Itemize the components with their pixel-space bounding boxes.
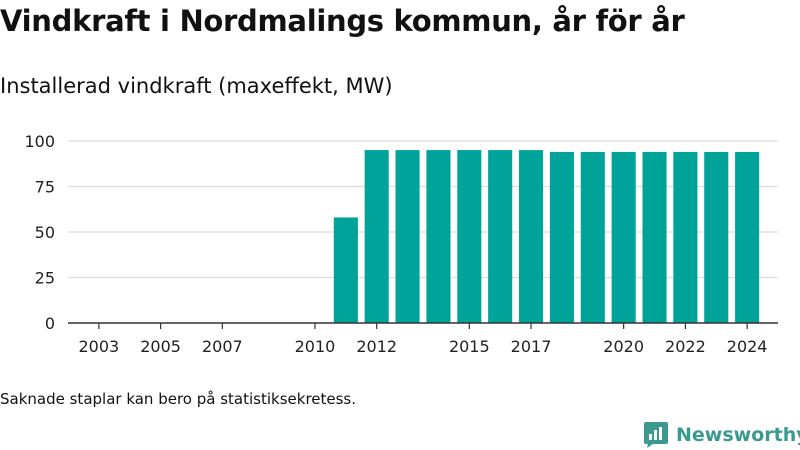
bar-2013	[395, 150, 420, 323]
footnote: Saknade staplar kan bero på statistiksek…	[0, 390, 357, 408]
chart-subtitle: Installerad vindkraft (maxeffekt, MW)	[0, 74, 393, 98]
bar-2011	[333, 217, 358, 323]
x-tick-label: 2022	[665, 337, 706, 356]
y-tick-label: 0	[45, 314, 55, 333]
x-tick-label: 2012	[356, 337, 397, 356]
chart-title: Vindkraft i Nordmalings kommun, år för å…	[0, 4, 685, 38]
bar-2018	[549, 151, 574, 323]
x-tick-label: 2010	[295, 337, 336, 356]
bar-2016	[488, 150, 513, 323]
bar-2024	[735, 151, 760, 323]
bar-2012	[364, 150, 389, 323]
x-tick-label: 2017	[511, 337, 552, 356]
newsworthy-logo-text: Newsworthy	[676, 424, 800, 446]
y-tick-label: 50	[35, 223, 55, 242]
bar-chart: 0 25 50 75 100 2003 2005 2007 2010 2012 2015 2017 20…	[24, 132, 778, 356]
y-tick-label: 100	[24, 132, 55, 151]
x-tick-label: 2007	[202, 337, 243, 356]
y-tick-label: 25	[35, 269, 55, 288]
x-tick-label: 2005	[140, 337, 181, 356]
bar-2015	[457, 150, 482, 323]
y-tick-label: 75	[35, 178, 55, 197]
x-tick-label: 2003	[79, 337, 120, 356]
x-tick-label: 2024	[727, 337, 768, 356]
bar-2022	[673, 151, 698, 323]
x-tick-label: 2020	[603, 337, 644, 356]
bar-2017	[519, 150, 544, 323]
bar-2014	[426, 150, 451, 323]
bar-2023	[704, 151, 729, 323]
bar-2020	[611, 151, 636, 323]
bar-2021	[642, 151, 667, 323]
newsworthy-logo-icon	[644, 422, 668, 448]
x-tick-label: 2015	[449, 337, 490, 356]
newsworthy-logo: Newsworthy	[644, 421, 800, 449]
bar-2019	[580, 151, 605, 323]
